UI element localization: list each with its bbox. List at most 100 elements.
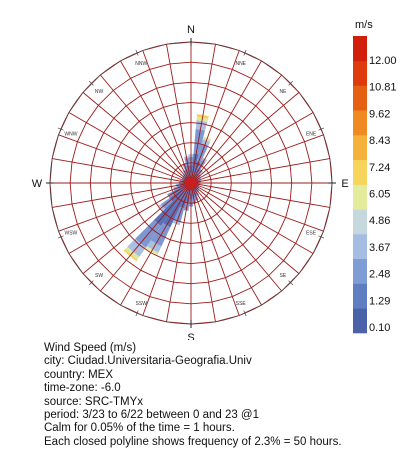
direction-label-nw: NW bbox=[95, 89, 104, 95]
grid-ring bbox=[150, 142, 232, 224]
direction-label-nnw: NNW bbox=[135, 61, 147, 67]
direction-tick bbox=[57, 127, 64, 131]
grid-spoke bbox=[190, 182, 282, 292]
grid-spoke bbox=[190, 44, 216, 184]
grid-spoke bbox=[190, 182, 240, 316]
grid-spoke bbox=[190, 182, 216, 322]
wind-rose-wedge bbox=[193, 128, 206, 155]
legend-color-bar bbox=[353, 36, 367, 334]
direction-tick bbox=[318, 127, 325, 131]
legend-title: m/s bbox=[355, 19, 373, 31]
direction-label-ese: ESE bbox=[306, 231, 317, 237]
grid-spoke bbox=[190, 182, 300, 274]
legend-tick-label: 4.86 bbox=[369, 215, 390, 227]
grid-ring bbox=[109, 101, 273, 265]
legend-band bbox=[353, 184, 367, 210]
direction-label-ne: NE bbox=[279, 89, 287, 95]
wind-rose-wedge bbox=[173, 206, 185, 222]
direction-label-ssw: SSW bbox=[136, 301, 148, 307]
calm-center-marker bbox=[185, 177, 197, 189]
grid-ring bbox=[170, 162, 212, 204]
direction-tick bbox=[88, 80, 94, 86]
legend-tick-label: 1.29 bbox=[369, 295, 390, 307]
direction-label-n: N bbox=[187, 24, 195, 36]
grid-spoke bbox=[120, 60, 192, 184]
legend-tick-label: 2.48 bbox=[369, 269, 390, 281]
speed-legend: m/s 12.00 10.81 9.62 8.43 7.24 6.05 4.86 3.67 2.… bbox=[353, 19, 397, 334]
direction-label-w: W bbox=[32, 178, 43, 190]
info-calm: Calm for 0.05% of the time = 1 hours. bbox=[44, 422, 235, 435]
direction-label-s: S bbox=[187, 332, 194, 340]
info-city: city: Ciudad.Universitaria-Geografia.Uni… bbox=[44, 355, 252, 368]
legend-band bbox=[353, 308, 367, 334]
grid-spoke bbox=[190, 182, 330, 208]
grid-spoke bbox=[142, 50, 192, 184]
info-polyline-note: Each closed polyline shows frequency of … bbox=[44, 435, 342, 448]
grid-spoke bbox=[166, 44, 192, 184]
grid-spoke bbox=[190, 92, 300, 184]
legend-band bbox=[353, 258, 367, 284]
grid-spoke bbox=[190, 182, 314, 254]
direction-label-ene: ENE bbox=[306, 131, 317, 137]
direction-tick bbox=[243, 310, 247, 317]
grid-spoke bbox=[190, 50, 240, 184]
direction-label-nne: NNE bbox=[235, 61, 246, 67]
grid-spoke bbox=[190, 182, 262, 306]
wind-rose-wedge bbox=[191, 153, 199, 183]
legend-band bbox=[353, 159, 367, 185]
grid-spoke bbox=[142, 182, 192, 316]
grid-spoke bbox=[58, 134, 192, 184]
direction-tick bbox=[288, 280, 294, 286]
legend-band bbox=[353, 283, 367, 309]
info-title: Wind Speed (m/s) bbox=[44, 342, 137, 354]
grid-spoke bbox=[190, 60, 262, 184]
grid-spoke bbox=[166, 182, 192, 322]
info-period: period: 3/23 to 6/22 between 0 and 23 @1 bbox=[44, 409, 260, 422]
direction-label-wnw: WNW bbox=[64, 131, 77, 137]
grid-spoke bbox=[68, 112, 192, 184]
legend-band bbox=[353, 110, 367, 136]
direction-label-se: SE bbox=[280, 273, 287, 279]
grid-spoke bbox=[100, 74, 192, 184]
grid-spoke bbox=[82, 182, 192, 274]
legend-band bbox=[353, 209, 367, 235]
direction-tick bbox=[88, 280, 94, 286]
legend-tick-label: 12.00 bbox=[369, 55, 397, 67]
legend-band bbox=[353, 135, 367, 161]
grid-spoke bbox=[68, 182, 192, 254]
legend-tick-label: 7.24 bbox=[369, 162, 390, 174]
legend-tick-label: 10.81 bbox=[369, 82, 397, 94]
legend-tick-labels: 12.00 10.81 9.62 8.43 7.24 6.05 4.86 3.67 2.48 1.… bbox=[369, 55, 397, 334]
grid-spoke bbox=[100, 182, 192, 292]
info-source: source: SRC-TMYx bbox=[44, 395, 144, 408]
legend-band bbox=[353, 234, 367, 260]
legend-band bbox=[353, 85, 367, 111]
grid-ring bbox=[130, 122, 252, 244]
direction-tick bbox=[57, 235, 64, 239]
direction-tick bbox=[135, 310, 139, 317]
grid-spoke bbox=[190, 182, 324, 232]
legend-band bbox=[353, 60, 367, 86]
grid-spoke bbox=[58, 182, 192, 232]
wind-rose-wedge bbox=[196, 144, 209, 163]
legend-band bbox=[353, 36, 367, 62]
legend-tick-label: 9.62 bbox=[369, 108, 390, 120]
direction-tick bbox=[318, 235, 325, 239]
legend-tick-label: 6.05 bbox=[369, 189, 390, 201]
legend-tick-label: 0.10 bbox=[369, 322, 390, 334]
grid-spoke bbox=[190, 158, 330, 184]
grid-ring bbox=[69, 61, 313, 305]
direction-tick bbox=[288, 80, 294, 86]
chart-info-block: Wind Speed (m/s) city: Ciudad.Universita… bbox=[44, 342, 342, 449]
direction-label-sse: SSE bbox=[236, 301, 247, 307]
grid-ring bbox=[89, 81, 293, 285]
legend-tick-label: 8.43 bbox=[369, 135, 390, 147]
info-country: country: MEX bbox=[44, 368, 114, 381]
grid-spoke bbox=[82, 92, 192, 184]
grid-spoke bbox=[190, 112, 314, 184]
direction-tick bbox=[135, 49, 139, 56]
legend-tick-label: 3.67 bbox=[369, 242, 390, 254]
direction-label-sw: SW bbox=[95, 273, 103, 279]
